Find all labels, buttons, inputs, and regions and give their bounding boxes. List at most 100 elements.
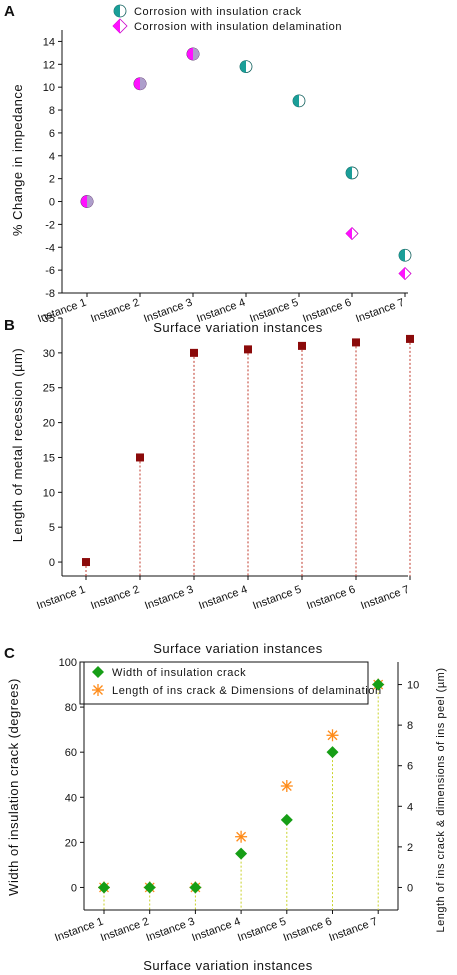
panel-b-xtick-label: Instance 4 <box>197 584 249 613</box>
panel-c-xtick-label: Instance 5 <box>236 916 288 945</box>
asterisk-stroke <box>281 781 292 791</box>
panel-c-point-length <box>280 780 293 792</box>
panel-a-point-delamination <box>133 77 147 91</box>
panel-c-xtick-label: Instance 1 <box>53 916 105 945</box>
panel-c-xtick-label: Instance 4 <box>190 916 242 945</box>
panel-b-ytick-label: 0 <box>49 557 55 569</box>
panel-c-ytick-label-right: 6 <box>407 761 413 773</box>
panel-b-ytick-label: 20 <box>43 418 55 430</box>
panel-c-ytick-label-right: 10 <box>407 680 419 692</box>
panel-c-point-width <box>98 881 110 894</box>
panel-c-ytick-label: 20 <box>65 837 77 849</box>
panel-b-xtick-label: Instance 1 <box>35 584 87 613</box>
panel-a-ytick-label: 0 <box>49 197 55 209</box>
panel-c-point-width <box>189 881 202 894</box>
panel-c-xtick-label: Instance 7 <box>327 916 379 945</box>
panel-a-legend: Corrosion with insulation crack Corrosio… <box>112 4 342 34</box>
panel-c-point-width <box>280 813 293 826</box>
legend-label-crack: Corrosion with insulation crack <box>134 6 302 18</box>
panel-c-legend-box <box>79 661 369 705</box>
marker-fill <box>81 195 87 208</box>
panel-a-ytick-label: -8 <box>45 288 55 300</box>
panel-c-legend: Width of insulation crack Length of ins … <box>79 661 382 705</box>
marker-fill <box>346 227 352 240</box>
panel-b-point <box>352 338 360 347</box>
marker-fill <box>240 60 246 73</box>
panel-b-ytick-label: 35 <box>43 313 55 325</box>
panel-b-ytick-label: 30 <box>43 348 55 360</box>
panel-b-x-label: Surface variation instances <box>153 641 323 656</box>
panel-c-ytick-label: 0 <box>71 882 77 894</box>
legend-label-length: Length of ins crack & Dimensions of dela… <box>112 685 382 697</box>
marker-fill <box>398 249 405 262</box>
panel-a-point-crack <box>398 248 412 262</box>
legend-marker-width <box>92 666 104 678</box>
legend-marker-delamination <box>112 18 128 34</box>
panel-a-xtick-label: Instance 6 <box>301 297 353 326</box>
panel-c-ytick-label: 80 <box>65 702 77 714</box>
panel-a-ytick-label: 8 <box>49 105 55 117</box>
legend-marker-length <box>92 684 104 696</box>
panel-c-ytick-label: 100 <box>59 657 77 669</box>
panel-a-point-delamination <box>345 226 359 241</box>
panel-a-ytick-label: 12 <box>43 59 55 71</box>
legend-label-width: Width of insulation crack <box>112 667 246 679</box>
panel-a-ytick-label: 10 <box>43 82 55 94</box>
panel-c-point-width <box>326 746 339 759</box>
panel-c-ytick-label-right: 8 <box>407 720 413 732</box>
panel-c-point-width <box>372 678 385 691</box>
panel-letter-a: A <box>4 3 15 20</box>
panel-a-ytick-label: 6 <box>49 128 55 140</box>
panel-c-point-length <box>235 830 248 843</box>
asterisk-stroke <box>327 730 338 741</box>
panel-letter-b: B <box>4 317 15 334</box>
panel-a-ytick-label: -2 <box>45 219 55 231</box>
panel-b-ytick-label: 5 <box>49 522 55 534</box>
panel-a-ytick-label: 14 <box>43 36 55 48</box>
panel-a-xtick-label: Instance 7 <box>354 297 406 326</box>
panel-a-point-crack <box>292 94 306 108</box>
panel-b-ytick-label: 10 <box>43 487 55 499</box>
panel-a-point-delamination <box>80 195 94 208</box>
panel-c-y-label: Width of insulation crack (degrees) <box>6 678 21 896</box>
panel-c-ytick-label: 40 <box>65 792 77 804</box>
panel-b-point <box>406 334 414 343</box>
panel-b-point <box>190 348 198 357</box>
panel-b-xtick-label: Instance 6 <box>305 584 357 613</box>
panel-b-xtick-label: Instance 2 <box>89 584 141 613</box>
panel-c-xtick-label: Instance 6 <box>282 916 334 945</box>
panel-a-xtick-label: Instance 2 <box>89 297 141 326</box>
marker-fill <box>293 94 299 107</box>
panel-b-point <box>82 558 90 567</box>
panel-a-point-delamination <box>186 47 200 61</box>
legend-marker-crack <box>113 4 127 18</box>
marker-fill <box>187 48 193 61</box>
panel-c-point-length <box>326 729 339 742</box>
panel-c-xtick-label: Instance 2 <box>99 916 151 945</box>
panel-b-xtick-label: Instance 3 <box>143 584 195 613</box>
panel-b-xtick-label: Instance 5 <box>251 584 303 613</box>
panel-a-ytick-label: -6 <box>45 265 55 277</box>
panel-b-ytick-label: 15 <box>43 452 55 464</box>
panel-b-y-label: Length of metal recession (µm) <box>10 348 25 542</box>
panel-c-xtick-label: Instance 3 <box>145 916 197 945</box>
panel-c-ytick-label-right: 2 <box>407 842 413 854</box>
asterisk-stroke <box>236 831 247 842</box>
panel-a-point-delamination <box>398 266 412 281</box>
marker-shade <box>193 48 199 61</box>
legend-label-delamination: Corrosion with insulation delamination <box>134 21 342 33</box>
marker-fill <box>134 77 140 90</box>
panel-b-point <box>136 453 144 462</box>
panel-c-point-width <box>143 881 156 894</box>
panel-b-ytick-label: 25 <box>43 383 55 395</box>
panel-c-ytick-label-right: 4 <box>407 801 413 813</box>
panel-b-point <box>244 345 252 354</box>
panel-c-ytick-label-right: 0 <box>407 882 413 894</box>
panel-b-xtick-label: Instance 7 <box>359 584 411 613</box>
panel-a-point-crack <box>239 60 253 73</box>
marker-shade <box>87 195 93 208</box>
panel-c-point-width <box>235 847 248 860</box>
panel-b-point <box>298 341 306 350</box>
panel-a-ytick-label: 4 <box>49 151 55 163</box>
